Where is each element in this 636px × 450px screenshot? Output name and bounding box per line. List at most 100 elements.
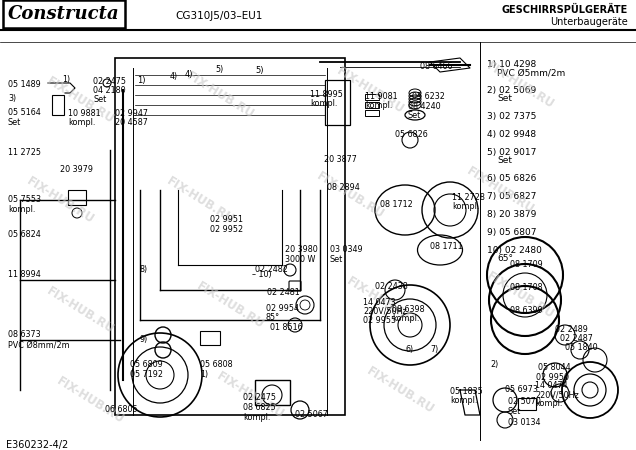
Text: PVC Ø8mm/2m: PVC Ø8mm/2m (8, 340, 69, 349)
Text: 05 6809: 05 6809 (130, 360, 163, 369)
Text: 5): 5) (215, 65, 223, 74)
Text: FIX-HUB.RU: FIX-HUB.RU (344, 274, 416, 326)
Text: FIX-HUB.RU: FIX-HUB.RU (464, 164, 536, 216)
Text: Constructa: Constructa (8, 5, 120, 23)
Text: 1): 1) (200, 370, 208, 379)
Text: 08 6825: 08 6825 (243, 403, 276, 412)
Text: 05 7553: 05 7553 (8, 195, 41, 204)
Text: 02 9950: 02 9950 (536, 373, 569, 382)
Text: 2) 02 5069: 2) 02 5069 (487, 86, 536, 95)
Text: 03 0349: 03 0349 (330, 245, 363, 254)
Text: 04 2180: 04 2180 (93, 86, 126, 95)
Text: 02 2438: 02 2438 (375, 282, 408, 291)
Text: 06 6805: 06 6805 (105, 405, 137, 414)
Bar (325, 80, 350, 125)
Text: 08 6466: 08 6466 (420, 62, 452, 71)
Text: 220V/50Hz: 220V/50Hz (363, 307, 407, 316)
Text: 14 0474: 14 0474 (535, 381, 567, 390)
Text: 3): 3) (8, 94, 16, 103)
Text: 20 3877: 20 3877 (324, 155, 357, 164)
Text: 08 2894: 08 2894 (327, 183, 360, 192)
Bar (68, 190, 86, 205)
Text: 5) 02 9017: 5) 02 9017 (487, 148, 536, 157)
Text: 05 1840: 05 1840 (565, 343, 598, 352)
Bar (518, 398, 536, 410)
Text: FIX-HUB.RU: FIX-HUB.RU (24, 174, 96, 226)
Text: 08 6399: 08 6399 (510, 306, 543, 315)
Text: Set: Set (93, 95, 106, 104)
Bar (52, 95, 64, 115)
Text: 8) 20 3879: 8) 20 3879 (487, 210, 536, 219)
Text: 10 9881: 10 9881 (68, 109, 100, 118)
Text: 05 1835: 05 1835 (450, 387, 483, 396)
Text: 9): 9) (140, 335, 148, 344)
Text: FIX-HUB.RU: FIX-HUB.RU (194, 279, 266, 331)
Text: CG310J5/03–EU1: CG310J5/03–EU1 (175, 11, 263, 21)
Text: kompl.: kompl. (243, 413, 270, 422)
Text: FIX-HUB.RU: FIX-HUB.RU (484, 269, 556, 321)
Text: 4): 4) (170, 72, 178, 81)
Text: FIX-HUB.RU: FIX-HUB.RU (214, 369, 286, 421)
Text: 7) 05 6827: 7) 05 6827 (487, 192, 536, 201)
Text: FIX-HUB.RU: FIX-HUB.RU (364, 364, 436, 416)
Text: Set: Set (408, 111, 421, 120)
Text: 6): 6) (405, 345, 413, 354)
Text: 02 2482: 02 2482 (255, 265, 288, 274)
Text: 02 5067: 02 5067 (295, 410, 328, 419)
Text: 05 6808: 05 6808 (200, 360, 233, 369)
Text: kompl.: kompl. (8, 205, 36, 214)
Text: 08 6373: 08 6373 (8, 330, 41, 339)
Text: 08 1712: 08 1712 (380, 200, 413, 209)
Text: 65°: 65° (497, 254, 513, 263)
Text: 08 6398: 08 6398 (392, 305, 425, 314)
Text: 220V/50Hz: 220V/50Hz (535, 390, 579, 399)
Text: 11 8995: 11 8995 (310, 90, 343, 99)
Text: FIX-HUB.RU: FIX-HUB.RU (164, 174, 236, 226)
Text: 11 8994: 11 8994 (8, 270, 41, 279)
Text: 03 0134: 03 0134 (508, 418, 541, 427)
Text: 02 2475: 02 2475 (93, 77, 126, 86)
Text: 02 2489: 02 2489 (555, 325, 588, 334)
Text: Unterbaugeräte: Unterbaugeräte (550, 17, 628, 27)
Text: 05 1489: 05 1489 (8, 80, 41, 89)
Text: 05 7192: 05 7192 (130, 370, 163, 379)
Text: 02 9954: 02 9954 (266, 304, 299, 313)
Text: 08 1709: 08 1709 (510, 260, 543, 269)
Text: Set: Set (497, 156, 512, 165)
Text: 05 6232: 05 6232 (412, 92, 445, 101)
Text: Set: Set (508, 407, 522, 416)
Text: FIX-HUB.RU: FIX-HUB.RU (44, 284, 116, 336)
Text: FIX-HUB.RU: FIX-HUB.RU (54, 374, 126, 426)
Text: 20 3980: 20 3980 (285, 245, 318, 254)
Text: kompl.: kompl. (392, 314, 419, 323)
Text: 1): 1) (62, 75, 70, 84)
Text: 4) 02 9948: 4) 02 9948 (487, 130, 536, 139)
Text: 02 2475: 02 2475 (243, 393, 276, 402)
Text: kompl.: kompl. (310, 99, 337, 108)
Text: 02 9951: 02 9951 (210, 215, 243, 224)
Text: Set: Set (8, 118, 21, 127)
Text: 1) 10 4298: 1) 10 4298 (487, 60, 536, 69)
Text: 2): 2) (490, 360, 498, 369)
Text: 08 1708: 08 1708 (510, 283, 543, 292)
Text: 01 8516: 01 8516 (270, 323, 303, 332)
Text: 02 2487: 02 2487 (560, 334, 593, 343)
Text: 9) 05 6807: 9) 05 6807 (487, 228, 537, 237)
Text: 02 9952: 02 9952 (210, 225, 243, 234)
Text: 3000 W: 3000 W (285, 255, 315, 264)
Text: – 10): – 10) (252, 270, 272, 279)
Text: 6) 05 6826: 6) 05 6826 (487, 174, 536, 183)
Text: 02 9955: 02 9955 (363, 316, 396, 325)
Text: kompl.: kompl. (365, 101, 392, 110)
Text: 1): 1) (137, 76, 146, 85)
Text: E360232-4/2: E360232-4/2 (6, 440, 68, 450)
Text: kompl.: kompl. (450, 396, 478, 405)
Text: 8): 8) (140, 265, 148, 274)
Text: 02 2481: 02 2481 (267, 288, 300, 297)
Text: FIX-HUB.RU: FIX-HUB.RU (44, 74, 116, 126)
Text: kompl.: kompl. (452, 202, 480, 211)
Text: Set: Set (330, 255, 343, 264)
Text: FIX-HUB.RU: FIX-HUB.RU (334, 64, 406, 116)
Text: FIX-HUB.RU: FIX-HUB.RU (184, 69, 256, 121)
Text: 3) 02 7375: 3) 02 7375 (487, 112, 536, 121)
